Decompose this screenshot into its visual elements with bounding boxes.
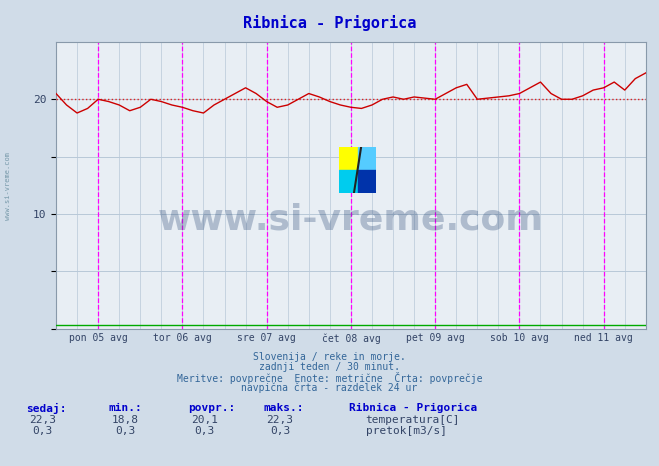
Text: 0,3: 0,3 bbox=[33, 426, 53, 436]
Text: temperatura[C]: temperatura[C] bbox=[366, 415, 460, 425]
Bar bbox=[339, 170, 358, 193]
Text: www.si-vreme.com: www.si-vreme.com bbox=[5, 152, 11, 220]
Text: 0,3: 0,3 bbox=[194, 426, 214, 436]
Text: 18,8: 18,8 bbox=[112, 415, 138, 425]
Text: pet 09 avg: pet 09 avg bbox=[406, 333, 465, 343]
Text: Ribnica - Prigorica: Ribnica - Prigorica bbox=[243, 15, 416, 31]
Text: maks.:: maks.: bbox=[264, 403, 304, 413]
Text: 0,3: 0,3 bbox=[270, 426, 290, 436]
Text: Meritve: povprečne  Enote: metrične  Črta: povprečje: Meritve: povprečne Enote: metrične Črta:… bbox=[177, 372, 482, 384]
Text: sedaj:: sedaj: bbox=[26, 403, 67, 414]
Text: min.:: min.: bbox=[109, 403, 142, 413]
Text: sre 07 avg: sre 07 avg bbox=[237, 333, 296, 343]
Text: ned 11 avg: ned 11 avg bbox=[574, 333, 633, 343]
Text: zadnji teden / 30 minut.: zadnji teden / 30 minut. bbox=[259, 362, 400, 372]
Text: 22,3: 22,3 bbox=[30, 415, 56, 425]
Bar bbox=[358, 170, 376, 193]
Text: pon 05 avg: pon 05 avg bbox=[69, 333, 128, 343]
Text: 0,3: 0,3 bbox=[115, 426, 135, 436]
Text: čet 08 avg: čet 08 avg bbox=[322, 333, 380, 344]
Text: Slovenija / reke in morje.: Slovenija / reke in morje. bbox=[253, 352, 406, 362]
Text: navpična črta - razdelek 24 ur: navpična črta - razdelek 24 ur bbox=[241, 383, 418, 393]
Text: povpr.:: povpr.: bbox=[188, 403, 235, 413]
Text: pretok[m3/s]: pretok[m3/s] bbox=[366, 426, 447, 436]
Bar bbox=[358, 147, 376, 170]
Bar bbox=[339, 147, 358, 170]
Text: www.si-vreme.com: www.si-vreme.com bbox=[158, 203, 544, 237]
Text: Ribnica - Prigorica: Ribnica - Prigorica bbox=[349, 403, 478, 413]
Text: 22,3: 22,3 bbox=[267, 415, 293, 425]
Text: sob 10 avg: sob 10 avg bbox=[490, 333, 549, 343]
Text: 20,1: 20,1 bbox=[191, 415, 217, 425]
Text: tor 06 avg: tor 06 avg bbox=[153, 333, 212, 343]
